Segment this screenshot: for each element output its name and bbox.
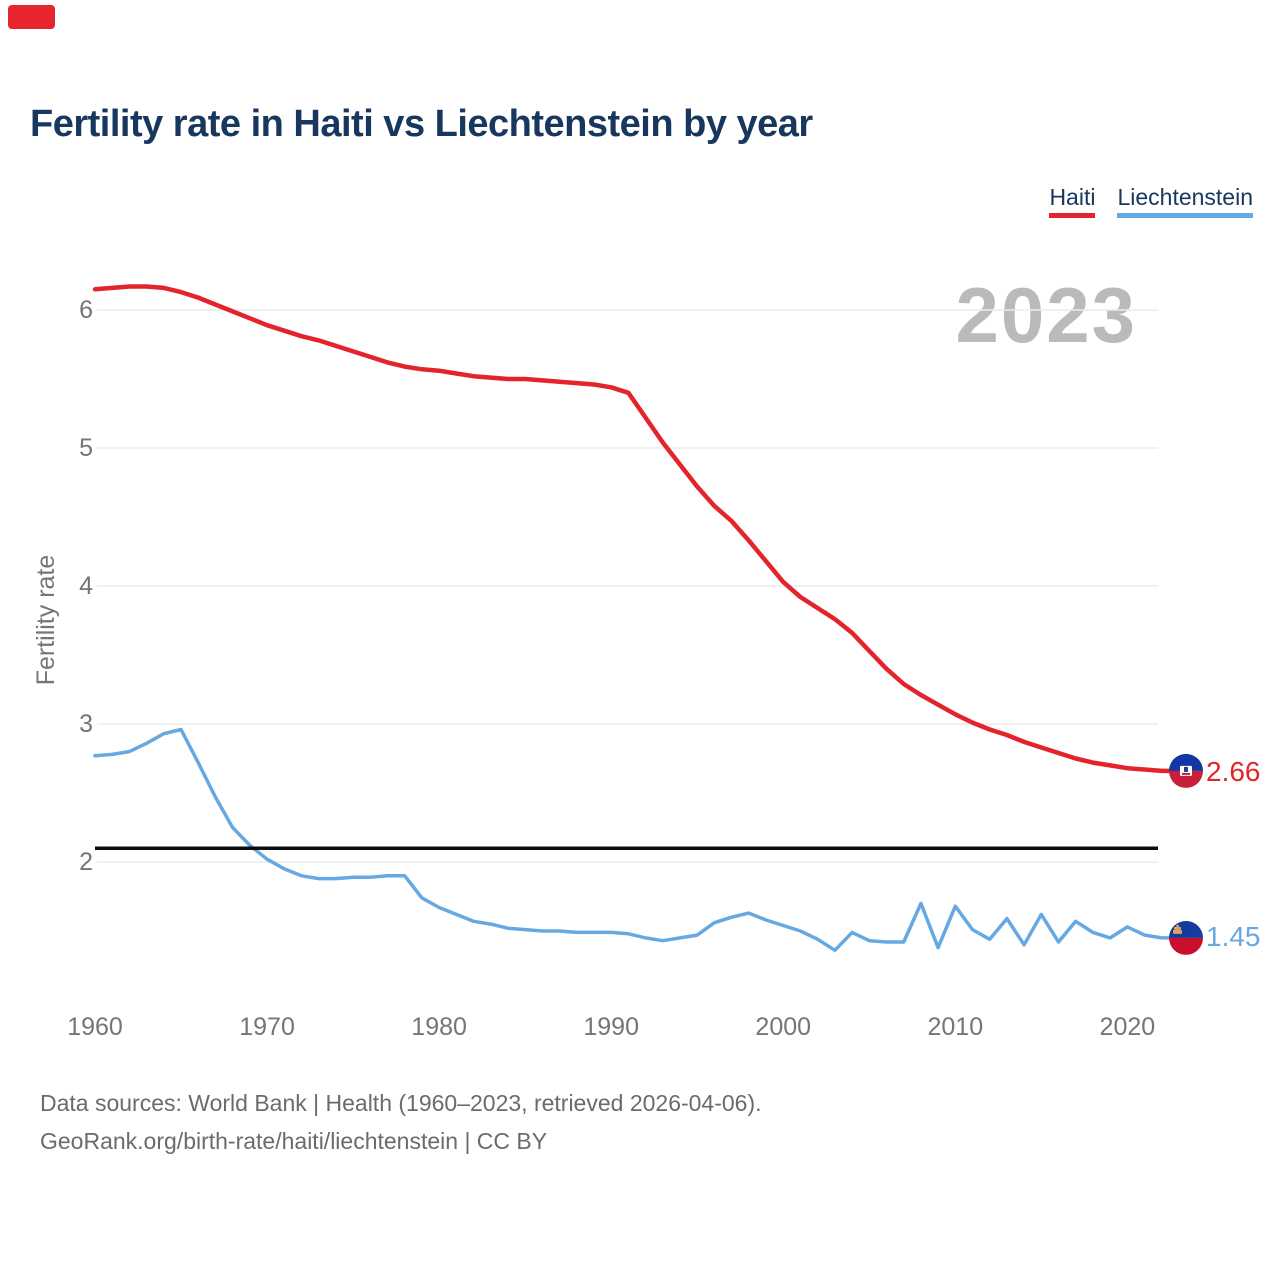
footer-data-sources: Data sources: World Bank | Health (1960–… bbox=[40, 1090, 762, 1116]
footer-attribution: Data sources: World Bank | Health (1960–… bbox=[40, 1084, 762, 1160]
y-tick-label-3: 3 bbox=[79, 710, 93, 738]
legend-label-liechtenstein: Liechtenstein bbox=[1117, 184, 1253, 210]
legend-color-bar-haiti bbox=[1049, 213, 1096, 218]
x-tick-label-1980: 1980 bbox=[411, 1013, 467, 1041]
x-tick-label-2000: 2000 bbox=[755, 1013, 812, 1041]
footer-license: GeoRank.org/birth-rate/haiti/liechtenste… bbox=[40, 1128, 548, 1154]
x-tick-label-1990: 1990 bbox=[583, 1013, 639, 1041]
series-line-liechtenstein bbox=[93, 727, 1181, 953]
legend-label-haiti: Haiti bbox=[1049, 184, 1096, 210]
liechtenstein-flag bbox=[1169, 920, 1203, 955]
year-watermark: 2023 bbox=[955, 271, 1137, 359]
series-line-haiti bbox=[92, 284, 1182, 774]
y-tick-label-2: 2 bbox=[79, 848, 93, 876]
liechtenstein-end-value-label: 1.45 bbox=[1206, 921, 1261, 952]
y-tick-label-5: 5 bbox=[79, 434, 93, 462]
haiti-flag bbox=[1169, 753, 1203, 788]
x-tick-label-2010: 2010 bbox=[927, 1013, 984, 1041]
x-tick-label-1970: 1970 bbox=[239, 1013, 295, 1041]
record-indicator-badge bbox=[8, 5, 55, 29]
y-axis-title: Fertility rate bbox=[31, 554, 60, 686]
legend-item-haiti[interactable]: Haiti bbox=[1049, 184, 1096, 218]
y-tick-label-4: 4 bbox=[79, 572, 93, 600]
haiti-end-value-label: 2.66 bbox=[1206, 756, 1261, 787]
x-tick-label-2020: 2020 bbox=[1099, 1013, 1156, 1041]
page-title: Fertility rate in Haiti vs Liechtenstein… bbox=[30, 103, 813, 145]
legend-color-bar-liechtenstein bbox=[1117, 213, 1253, 218]
x-tick-label-1960: 1960 bbox=[67, 1013, 123, 1041]
chart-legend: Haiti Liechtenstein bbox=[1049, 184, 1253, 218]
legend-item-liechtenstein[interactable]: Liechtenstein bbox=[1117, 184, 1253, 218]
y-tick-label-6: 6 bbox=[79, 296, 93, 324]
